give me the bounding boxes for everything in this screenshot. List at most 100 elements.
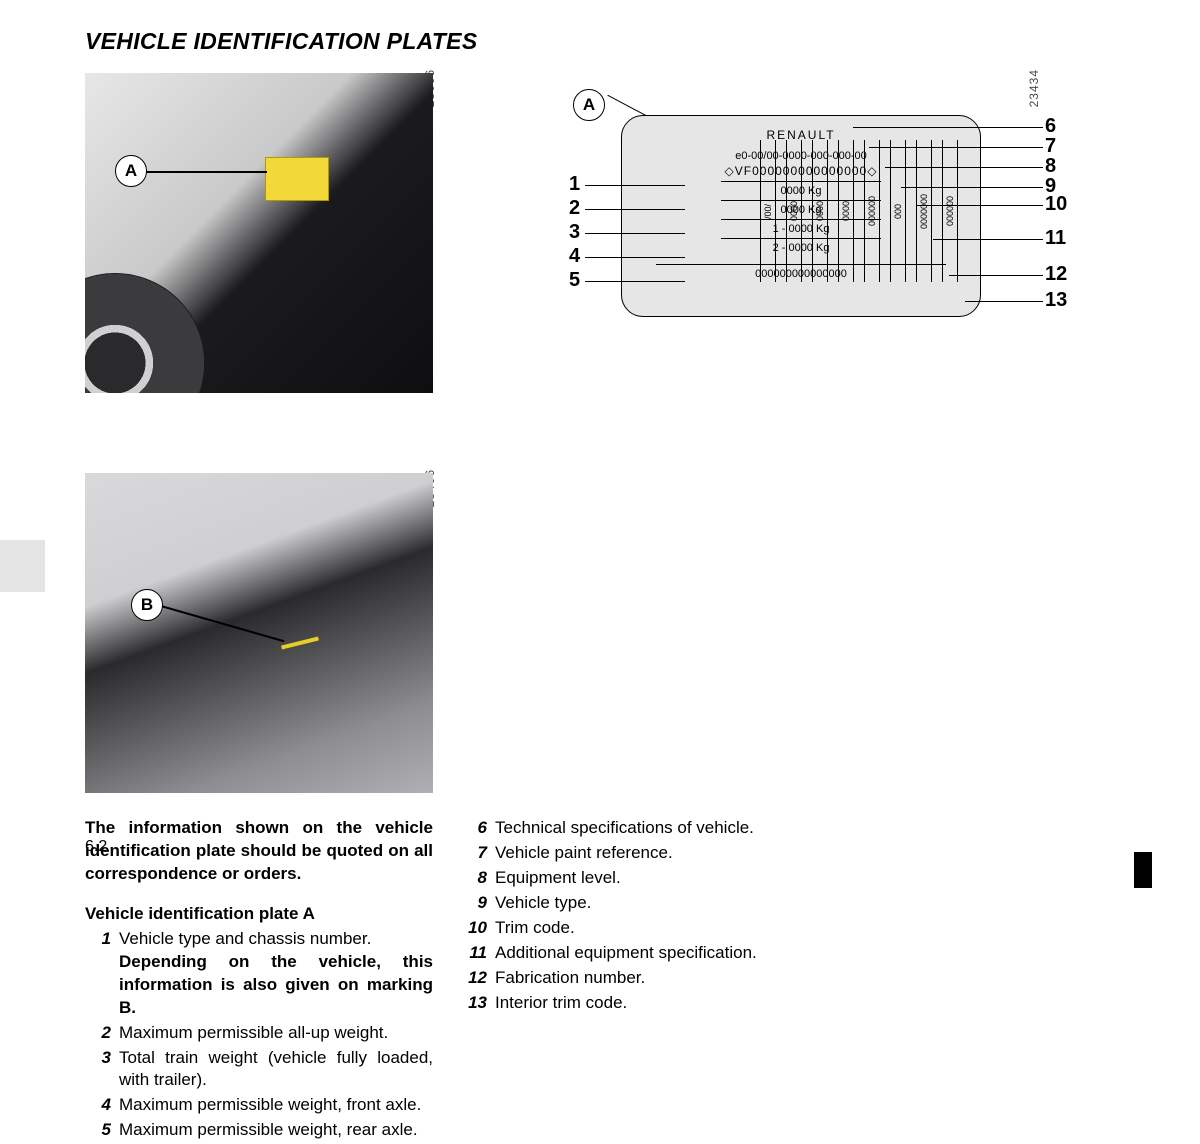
vcol-2: 0000: [812, 140, 828, 282]
callout-b-line: [161, 605, 284, 642]
def-text: Equipment level.: [495, 867, 831, 890]
def-num: 4: [85, 1094, 119, 1117]
callout-b-letter: B: [141, 595, 153, 615]
definitions-left: 1Vehicle type and chassis number.Dependi…: [85, 928, 433, 1142]
definitions-right: 6Technical specifications of vehicle. 7V…: [461, 817, 831, 1015]
def-row: 6Technical specifications of vehicle.: [461, 817, 831, 840]
dia-num-2: 2: [569, 197, 580, 220]
def-row: 5Maximum permissible weight, rear axle.: [85, 1119, 433, 1142]
def-num: 7: [461, 842, 495, 865]
callout-a-bubble: A: [115, 155, 147, 187]
photo-b-container: 28406 B: [85, 473, 433, 793]
right-text-column: 6Technical specifications of vehicle. 7V…: [461, 817, 831, 1144]
yellow-strip: [281, 636, 319, 649]
def-num: 6: [461, 817, 495, 840]
vcol-0: /00/: [760, 140, 776, 282]
def-text: Vehicle type.: [495, 892, 831, 915]
def-row: 4Maximum permissible weight, front axle.: [85, 1094, 433, 1117]
def-text: Fabrication number.: [495, 967, 831, 990]
diagram-callout-a: A: [573, 89, 605, 121]
plate-a-subhead: Vehicle identification plate A: [85, 904, 433, 924]
def-num: 10: [461, 917, 495, 940]
def-row: 7Vehicle paint reference.: [461, 842, 831, 865]
def-text: Maximum permissible weight, rear axle.: [119, 1119, 433, 1142]
dia-line-9: [901, 187, 1043, 188]
vcol-6: 0000000: [916, 140, 932, 282]
wheel-graphic: [85, 273, 205, 393]
def-num: 11: [461, 942, 495, 965]
dia-line-1: [585, 185, 685, 186]
dia-num-1: 1: [569, 173, 580, 196]
def-row: 13Interior trim code.: [461, 992, 831, 1015]
left-column: 28666 A 28406 B: [85, 73, 433, 793]
def-num: 8: [461, 867, 495, 890]
vcol-5: 000: [890, 140, 906, 282]
dia-num-4: 4: [569, 245, 580, 268]
page-number: 6.2: [85, 838, 107, 856]
dia-num-3: 3: [569, 221, 580, 244]
def-text: Vehicle paint reference.: [495, 842, 831, 865]
dia-line-3: [585, 233, 685, 234]
diagram-callout-a-letter: A: [583, 95, 595, 115]
dia-num-10: 10: [1045, 193, 1067, 216]
yellow-label: [265, 157, 329, 201]
dia-line-12: [949, 275, 1043, 276]
dia-line-6: [853, 127, 1043, 128]
photo-a: A: [85, 73, 433, 393]
def-row: 3Total train weight (vehicle fully loade…: [85, 1047, 433, 1093]
plate-diagram: 23434 A RENAULT e0-00/00-0000-000-000-00…: [461, 73, 1174, 353]
dia-line-4: [585, 257, 685, 258]
vcol-3: 0000: [838, 140, 854, 282]
def-row: 10Trim code.: [461, 917, 831, 940]
page-edge-tab: [0, 540, 45, 592]
dia-num-12: 12: [1045, 263, 1067, 286]
dia-line-10: [917, 205, 1043, 206]
def-num: 9: [461, 892, 495, 915]
vcol-4: 000000: [864, 140, 880, 282]
def-text: Maximum permissible weight, front axle.: [119, 1094, 433, 1117]
dia-line-5: [585, 281, 685, 282]
vcol-1: 0000: [786, 140, 802, 282]
dia-line-8: [885, 167, 1043, 168]
plate-vertical-columns: /00/ 0000 0000 0000 000000 000 0000000 0…: [760, 140, 958, 282]
def-text: Additional equipment specifica­tion.: [495, 942, 831, 965]
diagram-callout-a-line: [607, 95, 646, 117]
intro-paragraph: The information shown on the ve­hicle id…: [85, 817, 433, 886]
callout-a-letter: A: [125, 161, 137, 181]
dia-line-11: [933, 239, 1043, 240]
callout-b-bubble: B: [131, 589, 163, 621]
dia-num-5: 5: [569, 269, 580, 292]
dia-num-13: 13: [1045, 289, 1067, 312]
def-row: 1Vehicle type and chassis number.Dependi…: [85, 928, 433, 1020]
def-num: 2: [85, 1022, 119, 1045]
def-row: 2Maximum permissible all-up weight.: [85, 1022, 433, 1045]
def-row: 9Vehicle type.: [461, 892, 831, 915]
def-num: 12: [461, 967, 495, 990]
def-text: Technical specifications of vehicle.: [495, 817, 831, 840]
vcol-7: 000000: [942, 140, 958, 282]
def-num: 13: [461, 992, 495, 1015]
middle-text-column: The information shown on the ve­hicle id…: [85, 817, 433, 1144]
def-num: 5: [85, 1119, 119, 1142]
def-row: 11Additional equipment specifica­tion.: [461, 942, 831, 965]
def-num: 1: [85, 928, 119, 1020]
def-row: 12Fabrication number.: [461, 967, 831, 990]
corner-mark: [1134, 852, 1152, 888]
dia-line-13: [965, 301, 1043, 302]
def-num: 3: [85, 1047, 119, 1093]
photo-a-container: 28666 A: [85, 73, 433, 393]
page-title: VEHICLE IDENTIFICATION PLATES: [85, 28, 1155, 55]
dia-line-7: [869, 147, 1043, 148]
def-row: 8Equipment level.: [461, 867, 831, 890]
def-text: Trim code.: [495, 917, 831, 940]
photo-b: B: [85, 473, 433, 793]
dia-line-2: [585, 209, 685, 210]
diagram-photo-id: 23434: [1027, 69, 1041, 107]
def-text: Total train weight (vehicle fully loaded…: [119, 1047, 433, 1093]
def-text: Maximum permissible all-up weight.: [119, 1022, 433, 1045]
def-text: Interior trim code.: [495, 992, 831, 1015]
dia-num-11: 11: [1045, 227, 1066, 250]
def-text: Vehicle type and chassis number.Dependin…: [119, 928, 433, 1020]
identification-plate: RENAULT e0-00/00-0000-000-000-00 ◇VF0000…: [621, 115, 981, 317]
callout-a-line: [145, 171, 267, 173]
